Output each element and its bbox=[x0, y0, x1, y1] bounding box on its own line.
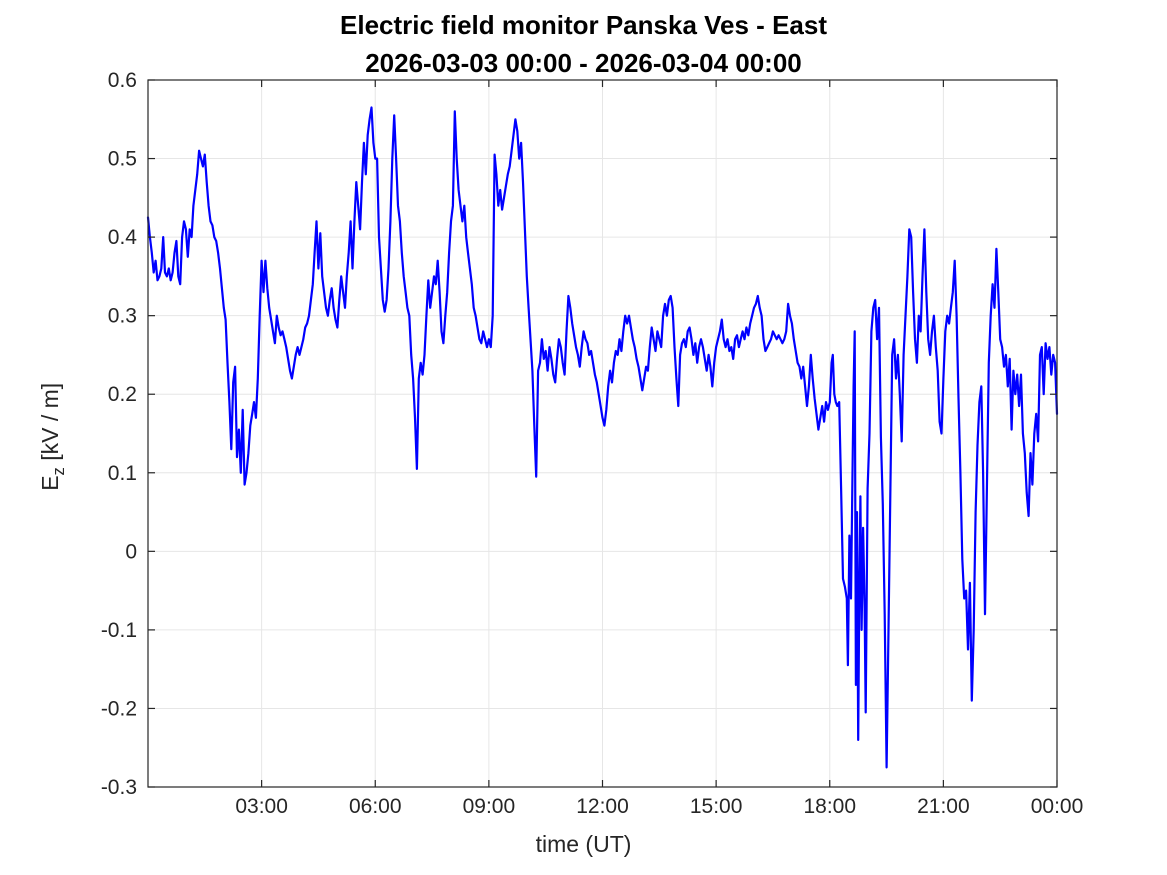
y-axis-label-subscript: z bbox=[48, 467, 68, 476]
y-axis-label: Ez [kV / m] bbox=[37, 327, 69, 547]
chart-title: Electric field monitor Panska Ves - East bbox=[340, 10, 827, 40]
y-tick-label: -0.2 bbox=[101, 697, 137, 720]
x-tick-label: 00:00 bbox=[1031, 795, 1084, 818]
y-tick-label: 0.1 bbox=[108, 462, 137, 485]
y-tick-label: -0.3 bbox=[101, 776, 137, 799]
y-axis-label-base: E bbox=[37, 475, 64, 491]
y-tick-label: 0.2 bbox=[108, 383, 137, 406]
chart-header: Electric field monitor Panska Ves - East… bbox=[0, 6, 1167, 82]
chart-subtitle: 2026-03-03 00:00 - 2026-03-04 00:00 bbox=[365, 48, 802, 78]
y-tick-label: 0.4 bbox=[108, 226, 138, 249]
x-tick-label: 03:00 bbox=[235, 795, 288, 818]
y-tick-label: -0.1 bbox=[101, 619, 137, 642]
x-tick-label: 09:00 bbox=[463, 795, 516, 818]
y-tick-label: 0.3 bbox=[108, 305, 137, 328]
x-tick-label: 12:00 bbox=[576, 795, 629, 818]
y-axis-label-units: [kV / m] bbox=[37, 382, 64, 468]
y-tick-label: 0.6 bbox=[108, 69, 137, 92]
y-tick-label: 0.5 bbox=[108, 148, 137, 171]
x-axis-label: time (UT) bbox=[535, 831, 632, 857]
y-tick-label: 0 bbox=[125, 540, 137, 563]
x-tick-label: 15:00 bbox=[690, 795, 743, 818]
x-tick-label: 21:00 bbox=[917, 795, 970, 818]
x-tick-label: 18:00 bbox=[803, 795, 856, 818]
ez-series-line bbox=[146, 106, 1059, 769]
x-tick-label: 06:00 bbox=[349, 795, 402, 818]
